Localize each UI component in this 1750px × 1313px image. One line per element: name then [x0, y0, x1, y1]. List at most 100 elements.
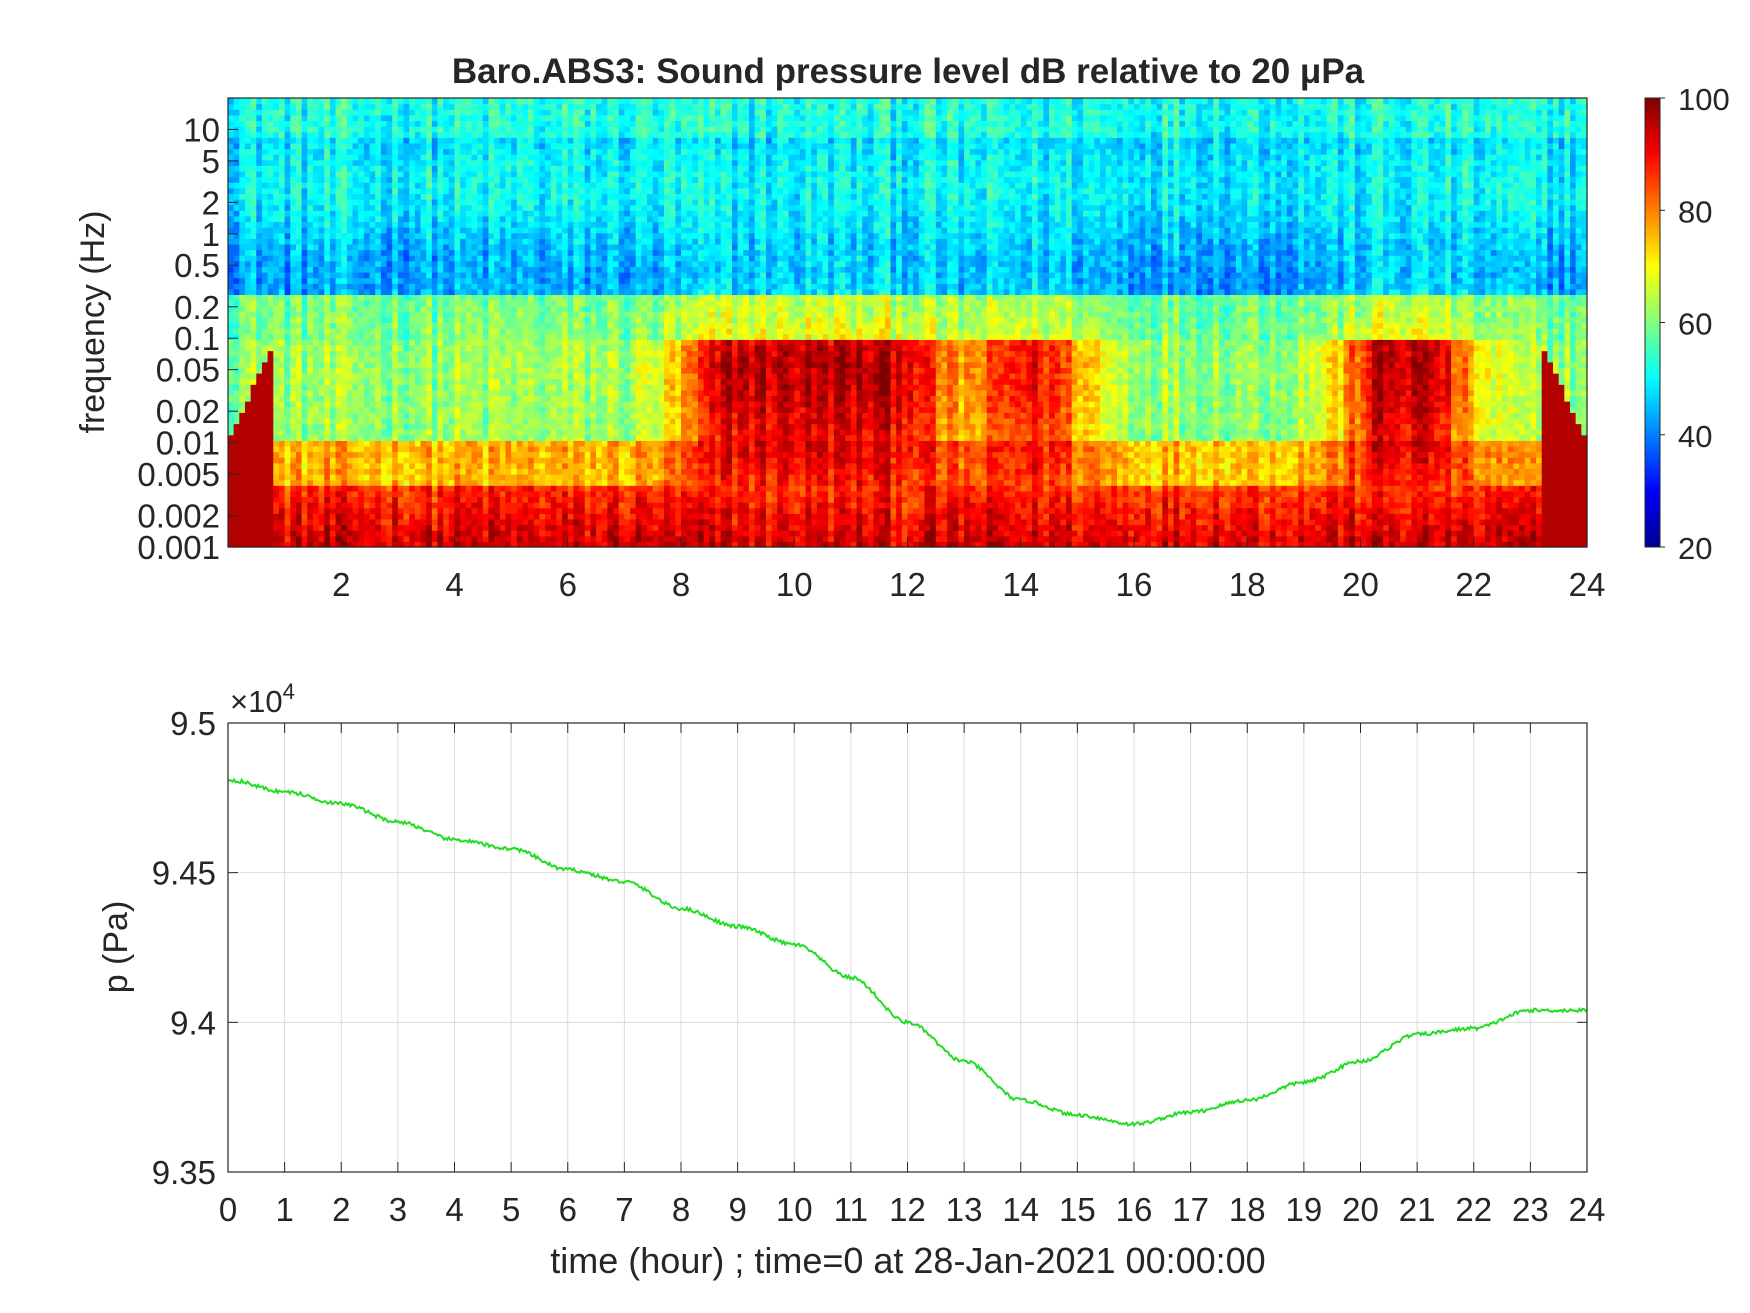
spectrogram-cell: [290, 496, 297, 503]
spectrogram-cell: [369, 227, 376, 234]
spectrogram-cell: [516, 255, 524, 262]
spectrogram-cell: [420, 103, 427, 110]
spectrogram-cell: [511, 288, 518, 296]
spectrogram-cell: [341, 440, 348, 447]
spectrogram-cell: [335, 524, 342, 531]
spectrogram-cell: [267, 193, 274, 200]
spectrogram-cell: [335, 462, 342, 470]
spectrogram-cell: [358, 199, 365, 206]
spectrogram-cell: [539, 204, 546, 211]
spectrogram-cell: [228, 406, 235, 413]
spectrogram-cell: [477, 344, 484, 352]
spectrogram-cell: [363, 412, 371, 419]
spectrogram-cell: [318, 344, 325, 352]
spectrogram-cell: [228, 389, 235, 397]
spectrogram-cell: [471, 339, 478, 346]
spectrogram-cell: [539, 468, 546, 475]
spectrogram-cell: [392, 187, 399, 195]
spectrogram-cell: [312, 182, 320, 189]
spectrogram-cell: [499, 535, 507, 542]
spectrogram-cell: [273, 283, 280, 290]
spectrogram-cell: [375, 249, 382, 256]
spectrogram-cell: [420, 294, 427, 301]
spectrogram-cell: [522, 535, 529, 542]
spectrogram-cell: [363, 255, 371, 262]
spectrogram-cell: [267, 210, 274, 217]
spectrogram-cell: [550, 485, 558, 492]
spectrogram-cell: [318, 328, 325, 335]
spectrogram-cell: [261, 445, 269, 453]
spectrogram-cell: [301, 339, 308, 346]
spectrogram-cell: [431, 333, 439, 340]
spectrogram-cell: [573, 109, 580, 116]
spectrogram-cell: [556, 170, 563, 178]
spectrogram-cell: [295, 232, 303, 239]
spectrogram-cell: [511, 384, 518, 391]
spectrogram-cell: [386, 283, 393, 290]
spectrogram-cell: [409, 457, 416, 464]
spectrogram-cell: [556, 356, 563, 363]
spectrogram-cell: [386, 260, 393, 267]
spectrogram-cell: [465, 401, 473, 408]
spectrogram-cell: [567, 474, 575, 481]
spectrogram-cell: [295, 389, 303, 397]
spectrogram-cell: [465, 187, 473, 195]
spectrogram-cell: [448, 401, 456, 408]
spectrogram-cell: [539, 148, 546, 155]
spectrogram-cell: [505, 328, 512, 335]
spectrogram-cell: [477, 535, 484, 542]
spectrogram-cell: [465, 266, 473, 273]
spectrogram-cell: [511, 316, 518, 324]
spectrogram-cell: [550, 328, 558, 335]
spectrogram-cell: [380, 159, 388, 166]
spectrogram-cell: [256, 300, 263, 307]
spectrogram-cell: [533, 227, 541, 234]
spectrogram-cell: [267, 215, 274, 223]
spectrogram-cell: [295, 485, 303, 492]
spectrogram-cell: [318, 485, 325, 492]
spectrogram-cell: [573, 255, 580, 262]
spectrogram-cell: [488, 249, 495, 256]
spectrogram-cell: [528, 255, 535, 262]
spectrogram-cell: [397, 440, 405, 447]
spectrogram-cell: [471, 300, 478, 307]
spectrogram-cell: [556, 221, 563, 228]
spectrogram-cell: [511, 165, 518, 172]
spectrogram-cell: [545, 227, 552, 234]
spectrogram-cell: [290, 120, 297, 127]
spectrogram-cell: [494, 530, 501, 537]
spectrogram-cell: [318, 423, 325, 430]
spectrogram-cell: [250, 468, 257, 475]
spectrogram-cell: [403, 462, 410, 470]
spectrogram-cell: [261, 305, 269, 312]
spectrogram-cell: [426, 103, 433, 110]
spectrogram-cell: [267, 142, 274, 150]
spectrogram-cell: [312, 131, 320, 138]
spectrogram-cell: [414, 283, 422, 290]
spectrogram-cell: [471, 305, 478, 312]
spectrogram-cell: [301, 137, 308, 144]
spectrogram-cell: [358, 159, 365, 166]
spectrogram-cell: [494, 126, 501, 133]
spectrogram-cell: [403, 445, 410, 453]
spectrogram-cell: [256, 429, 263, 436]
spectrogram-cell: [505, 227, 512, 234]
spectrogram-cell: [511, 328, 518, 335]
spectrogram-cell: [318, 535, 325, 542]
spectrogram-cell: [284, 462, 291, 470]
spectrogram-cell: [516, 479, 524, 486]
spectrogram-cell: [369, 507, 376, 514]
spectrogram-cell: [329, 204, 337, 211]
spectrogram-cell: [324, 429, 331, 436]
spectrogram-cell: [448, 154, 456, 161]
spectrogram-cell: [403, 154, 410, 161]
spectrogram-cell: [494, 193, 501, 200]
spectrogram-cell: [562, 120, 569, 127]
spectrogram-cell: [273, 513, 280, 520]
spectrogram-cell: [380, 384, 388, 391]
spectrogram-cell: [505, 305, 512, 312]
spectrogram-cell: [329, 109, 337, 116]
spectrogram-cell: [516, 300, 524, 307]
spectrogram-cell: [448, 350, 456, 357]
spectrogram-cell: [567, 367, 575, 374]
